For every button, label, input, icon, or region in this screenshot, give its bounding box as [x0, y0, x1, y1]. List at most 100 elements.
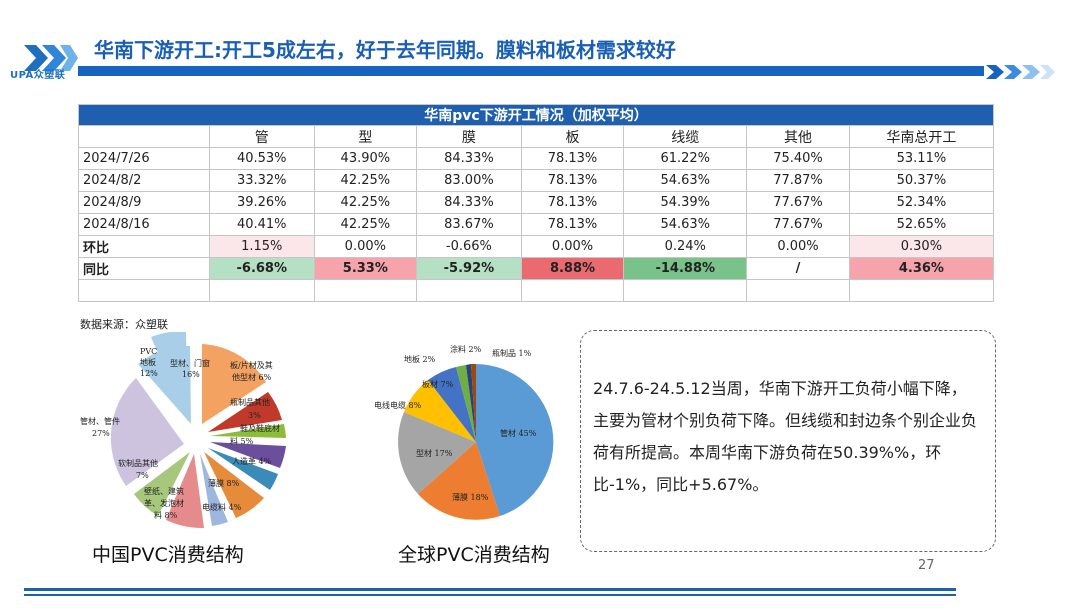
table-header-cell — [78, 125, 210, 148]
brand-logo-text: UPA众塑联 — [10, 70, 66, 81]
pie-label: 型材、门窗 — [170, 358, 210, 368]
china-pvc-pie-chart: PVC 地板 12% 型材、门窗 16% 板/片材及其 他型材 6% 瓶制品其他… — [80, 332, 286, 529]
pie-label: PVC — [140, 347, 157, 356]
pie-label: 12% — [140, 369, 158, 378]
table-cell: 77.67% — [746, 213, 850, 236]
table-cell: 83.00% — [416, 169, 522, 192]
table-header-cell: 线缆 — [623, 125, 748, 148]
yoy-cell: 5.33% — [313, 257, 418, 280]
pie-label: 薄膜 8% — [208, 478, 240, 488]
pie-label: 电缆料 4% — [202, 502, 242, 512]
mom-cell: -0.66% — [416, 235, 522, 258]
mom-cell: 0.24% — [623, 235, 748, 258]
pie-slice-film — [204, 452, 264, 518]
chevron-right-icon — [986, 65, 1055, 79]
row-date: 2024/7/26 — [78, 147, 210, 170]
table-cell: 84.33% — [416, 147, 522, 170]
table-empty-row — [78, 279, 995, 302]
table-cell: 78.13% — [520, 213, 625, 236]
pie-label: 7% — [136, 471, 149, 480]
yoy-cell: 8.88% — [520, 257, 625, 280]
pie-slice-soft — [134, 452, 190, 516]
pie-label: 软制品其他 — [118, 458, 158, 468]
footer-rule — [24, 594, 956, 596]
mom-cell: 1.15% — [209, 235, 315, 258]
mom-cell: 0.30% — [848, 235, 995, 258]
table-cell: 75.40% — [746, 147, 850, 170]
pie-label: 瓶制品其他 — [230, 397, 270, 407]
pie-slice-shoe — [210, 442, 286, 468]
global-pie-caption: 全球PVC消费结构 — [398, 544, 550, 566]
table-cell: 61.22% — [623, 147, 748, 170]
data-source-note: 数据来源：众塑联 — [80, 318, 168, 331]
pie-label: 型材 17% — [416, 448, 453, 458]
pie-label: 人造革 4% — [232, 456, 272, 466]
table-cell: 52.65% — [848, 213, 995, 236]
table-row: 2024/7/26 40.53% 43.90% 84.33% 78.13% 61… — [78, 147, 995, 170]
table-header-cell: 其他 — [746, 125, 850, 148]
row-date: 2024/8/9 — [78, 191, 210, 214]
table-cell: 54.63% — [623, 213, 748, 236]
title-underline-bar — [78, 66, 984, 76]
pie-slice-film — [418, 442, 500, 520]
table-cell: 84.33% — [416, 191, 522, 214]
pie-label: 27% — [92, 429, 110, 438]
footer-rule — [24, 588, 956, 591]
table-header-cell: 管 — [209, 125, 315, 148]
pie-slice-board — [208, 392, 282, 432]
yoy-cell: 4.36% — [848, 257, 995, 280]
pie-label: 革、发泡材 — [144, 498, 184, 508]
mom-label: 环比 — [78, 235, 210, 258]
pie-slice-floor — [138, 345, 191, 424]
pie-slice-bottle — [471, 363, 476, 442]
pie-slice-leather — [208, 448, 278, 490]
mom-row: 环比 1.15% 0.00% -0.66% 0.00% 0.24% 0.00% … — [78, 235, 995, 258]
table-header-row: 管 型 膜 板 线缆 其他 华南总开工 — [78, 125, 995, 148]
pvc-operating-rate-table: 华南pvc下游开工情况（加权平均） 管 型 膜 板 线缆 其他 华南总开工 20… — [78, 104, 995, 302]
page-number: 27 — [918, 558, 935, 573]
table-row: 2024/8/16 40.41% 42.25% 83.67% 78.13% 54… — [78, 213, 995, 236]
table-cell: 33.32% — [209, 169, 315, 192]
page-title: 华南下游开工:开工5成左右，好于去年同期。膜料和板材需求较好 — [94, 38, 676, 62]
table-cell: 42.25% — [313, 169, 418, 192]
yoy-cell: -5.92% — [416, 257, 522, 280]
pie-slice-profile — [202, 344, 266, 424]
pie-label: 板材 7% — [422, 379, 454, 389]
pie-label: 料 5% — [230, 436, 254, 446]
yoy-cell: -6.68% — [209, 257, 315, 280]
pie-label: 涂料 2% — [450, 344, 482, 354]
pie-slice-board — [428, 367, 476, 442]
pie-label: 管材 45% — [500, 428, 537, 438]
mom-cell: 0.00% — [746, 235, 850, 258]
pie-label: 16% — [182, 370, 200, 379]
pie-label: 料 8% — [154, 510, 178, 520]
table-cell: 52.34% — [848, 191, 995, 214]
pie-slice-profile — [398, 412, 476, 494]
commentary-box: 24.7.6-24.5.12当周，华南下游开工负荷小幅下降，主要为管材个别负荷下… — [580, 330, 996, 552]
table-cell: 42.25% — [313, 191, 418, 214]
table-cell: 77.67% — [746, 191, 850, 214]
table-cell: 54.63% — [623, 169, 748, 192]
table-cell: 40.53% — [209, 147, 315, 170]
yoy-label: 同比 — [78, 257, 210, 280]
pie-slice-wire — [404, 380, 476, 442]
yoy-cell: / — [746, 257, 850, 280]
pie-label: 板/片材及其 — [230, 360, 273, 370]
table-title: 华南pvc下游开工情况（加权平均） — [78, 104, 994, 126]
yoy-row: 同比 -6.68% 5.33% -5.92% 8.88% -14.88% / 4… — [78, 257, 995, 280]
table-header-cell: 膜 — [416, 125, 522, 148]
pie-slice-floor — [456, 365, 476, 442]
mom-cell: 0.00% — [520, 235, 625, 258]
table-header-cell: 型 — [313, 125, 418, 148]
commentary-text: 24.7.6-24.5.12当周，华南下游开工负荷小幅下降，主要为管材个别负荷下… — [593, 379, 978, 494]
table-row: 2024/8/9 39.26% 42.25% 84.33% 78.13% 54.… — [78, 191, 995, 214]
table-header-cell: 华南总开工 — [848, 125, 995, 148]
table-cell: 42.25% — [313, 213, 418, 236]
pie-label: 他型材 6% — [232, 372, 272, 382]
pie-label: 壁纸、建筑 — [144, 486, 184, 496]
table-cell: 77.87% — [746, 169, 850, 192]
row-date: 2024/8/16 — [78, 213, 210, 236]
table-cell: 78.13% — [520, 191, 625, 214]
pie-label: 管材、管件 — [80, 416, 120, 426]
pie-label: 瓶制品 1% — [492, 348, 532, 358]
